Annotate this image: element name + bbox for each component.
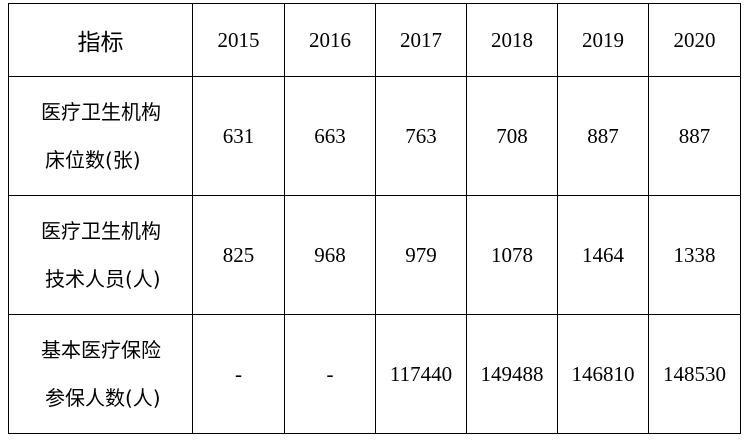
- cell: 148530: [648, 314, 741, 434]
- table-row: 医疗卫生机构床位数(张) 631 663 763 708 887 887: [8, 76, 741, 196]
- header-year: 2018: [466, 3, 558, 77]
- table-row: 医疗卫生机构 技术人员(人) 825 968 979 1078 1464 1338: [8, 195, 741, 315]
- header-row: 指标 2015 2016 2017 2018 2019 2020: [8, 3, 741, 77]
- row-label-line1: 医疗卫生机构: [41, 219, 161, 243]
- row-label: 医疗卫生机构床位数(张): [8, 76, 193, 196]
- header-year: 2020: [648, 3, 741, 77]
- row-label-line2: 技术人员(人): [45, 267, 161, 291]
- data-table: 指标 2015 2016 2017 2018 2019 2020 医疗卫生机构床…: [8, 3, 741, 434]
- header-indicator: 指标: [8, 3, 193, 77]
- cell: 825: [192, 195, 285, 315]
- cell: 631: [192, 76, 285, 196]
- cell: 979: [375, 195, 467, 315]
- cell: 1338: [648, 195, 741, 315]
- row-label-line1: 医疗卫生机构: [41, 100, 161, 124]
- row-label: 医疗卫生机构 技术人员(人): [8, 195, 193, 315]
- table-row: 基本医疗保险 参保人数(人) - - 117440 149488 146810 1…: [8, 314, 741, 434]
- cell: 708: [466, 76, 558, 196]
- cell: 887: [648, 76, 741, 196]
- row-label: 基本医疗保险 参保人数(人): [8, 314, 193, 434]
- cell: -: [192, 314, 285, 434]
- cell: 663: [284, 76, 376, 196]
- cell: 887: [557, 76, 649, 196]
- header-year: 2019: [557, 3, 649, 77]
- cell: 968: [284, 195, 376, 315]
- cell: 1078: [466, 195, 558, 315]
- cell: 146810: [557, 314, 649, 434]
- cell: 1464: [557, 195, 649, 315]
- header-year: 2016: [284, 3, 376, 77]
- cell: -: [284, 314, 376, 434]
- cell: 149488: [466, 314, 558, 434]
- cell: 763: [375, 76, 467, 196]
- cell: 117440: [375, 314, 467, 434]
- row-label-line2: 床位数(张): [45, 148, 141, 172]
- row-label-line1: 基本医疗保险: [41, 338, 161, 362]
- row-label-line2: 参保人数(人): [45, 386, 161, 410]
- header-year: 2015: [192, 3, 285, 77]
- header-year: 2017: [375, 3, 467, 77]
